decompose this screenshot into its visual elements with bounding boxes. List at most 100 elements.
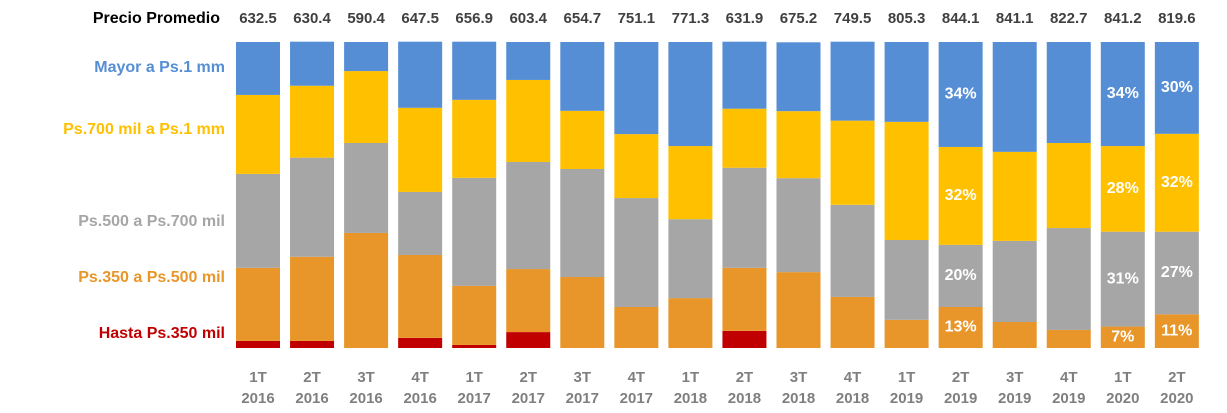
bar-segment <box>668 42 713 147</box>
bar-segment <box>1154 314 1199 348</box>
x-tick-line: 2017 <box>620 390 653 407</box>
legend-label: Mayor a Ps.1 mm <box>94 59 225 76</box>
bar-segment <box>1154 231 1199 315</box>
bar-segment <box>992 321 1037 348</box>
data-label: 28% <box>1107 180 1139 197</box>
bar-segment <box>560 277 605 348</box>
x-tick-label: 1T 2020 <box>1106 369 1139 407</box>
price-title: Precio Promedio <box>93 10 220 27</box>
bar-segment <box>290 85 335 158</box>
bar-segment <box>1100 42 1145 147</box>
bar-segment <box>398 337 443 348</box>
x-tick-line: 1T <box>465 369 483 386</box>
x-tick-line: 2016 <box>295 390 328 407</box>
x-tick-line: 2017 <box>512 390 545 407</box>
x-tick-label: 2T 2016 <box>295 369 328 407</box>
x-tick-label: 2T 2020 <box>1160 369 1193 407</box>
bar-segment <box>884 239 929 320</box>
bar-segment <box>560 168 605 278</box>
bar-segment <box>398 107 443 192</box>
x-tick-line: 1T <box>682 369 700 386</box>
legend-label: Ps.700 mil a Ps.1 mm <box>63 121 225 138</box>
x-tick-label: 3T 2019 <box>998 369 1031 407</box>
bar-segment <box>344 71 389 143</box>
bar-segment <box>236 173 280 268</box>
x-tick-line: 2019 <box>998 390 1031 407</box>
bar-segment <box>614 198 659 307</box>
bar-segment <box>506 42 551 80</box>
bar-segment <box>776 178 821 273</box>
bar-segment <box>992 240 1037 322</box>
bar-segment <box>992 151 1037 241</box>
x-tick-line: 3T <box>790 369 808 386</box>
bar-segment <box>938 244 983 307</box>
bar-segment <box>506 269 551 333</box>
legend-label: Ps.500 a Ps.700 mil <box>78 213 225 230</box>
x-tick-line: 4T <box>844 369 862 386</box>
price-value: 675.2 <box>780 10 818 27</box>
price-value: 647.5 <box>401 10 439 27</box>
bar-segment <box>344 142 389 233</box>
bar-segment <box>722 108 767 168</box>
bar-segment <box>884 42 929 122</box>
price-value: 819.6 <box>1158 10 1196 27</box>
x-tick-line: 2018 <box>836 390 869 407</box>
bar-segment <box>938 146 983 245</box>
x-tick-line: 4T <box>411 369 429 386</box>
bar-segment <box>1046 329 1091 348</box>
x-tick-line: 2018 <box>728 390 761 407</box>
bar-segment <box>776 111 821 179</box>
bar-segment <box>722 41 767 109</box>
bar-segment <box>668 219 713 299</box>
x-tick-line: 4T <box>1060 369 1078 386</box>
x-tick-label: 4T 2018 <box>836 369 869 407</box>
x-tick-line: 2016 <box>403 390 436 407</box>
bar-segment <box>1154 133 1199 232</box>
bar-segment <box>830 204 875 297</box>
bar-segment <box>668 146 713 220</box>
bar-segment <box>398 254 443 338</box>
bar-segment <box>290 157 335 257</box>
bar-segment <box>614 306 659 348</box>
x-tick-line: 2020 <box>1106 390 1139 407</box>
x-tick-label: 1T 2016 <box>241 369 274 407</box>
price-value: 805.3 <box>888 10 926 27</box>
bar-segment <box>452 177 497 286</box>
bar-segment <box>236 94 280 174</box>
x-tick-line: 2019 <box>890 390 923 407</box>
bar-segment <box>884 319 929 348</box>
bar-segment <box>236 340 280 348</box>
price-value: 654.7 <box>564 10 602 27</box>
data-label: 30% <box>1161 79 1193 96</box>
price-value: 590.4 <box>347 10 385 27</box>
x-tick-line: 2018 <box>782 390 815 407</box>
bar-segment <box>290 41 335 86</box>
bar-segment <box>776 272 821 348</box>
bar-segment <box>776 42 821 112</box>
bar-segment <box>506 332 551 348</box>
bar-segment <box>722 267 767 331</box>
x-tick-line: 2T <box>303 369 321 386</box>
x-tick-line: 2018 <box>674 390 707 407</box>
bar-segment <box>938 306 983 348</box>
x-tick-label: 1T 2018 <box>674 369 707 407</box>
price-value: 631.9 <box>726 10 764 27</box>
x-tick-label: 2T 2018 <box>728 369 761 407</box>
data-label: 11% <box>1161 322 1192 339</box>
x-tick-line: 2016 <box>241 390 274 407</box>
bar-segment <box>830 41 875 121</box>
bar-segment <box>236 267 280 341</box>
x-tick-line: 1T <box>1114 369 1132 386</box>
price-value: 603.4 <box>509 10 547 27</box>
bar-segment <box>398 41 443 108</box>
data-label: 7% <box>1111 329 1134 346</box>
x-tick-label: 1T 2019 <box>890 369 923 407</box>
x-tick-line: 2T <box>519 369 537 386</box>
x-tick-label: 3T 2016 <box>349 369 382 407</box>
price-value: 822.7 <box>1050 10 1088 27</box>
bar-segment <box>830 296 875 348</box>
bar-segment <box>452 41 497 100</box>
data-label: 34% <box>945 86 977 103</box>
price-value: 630.4 <box>293 10 331 27</box>
bar-segment <box>614 134 659 199</box>
